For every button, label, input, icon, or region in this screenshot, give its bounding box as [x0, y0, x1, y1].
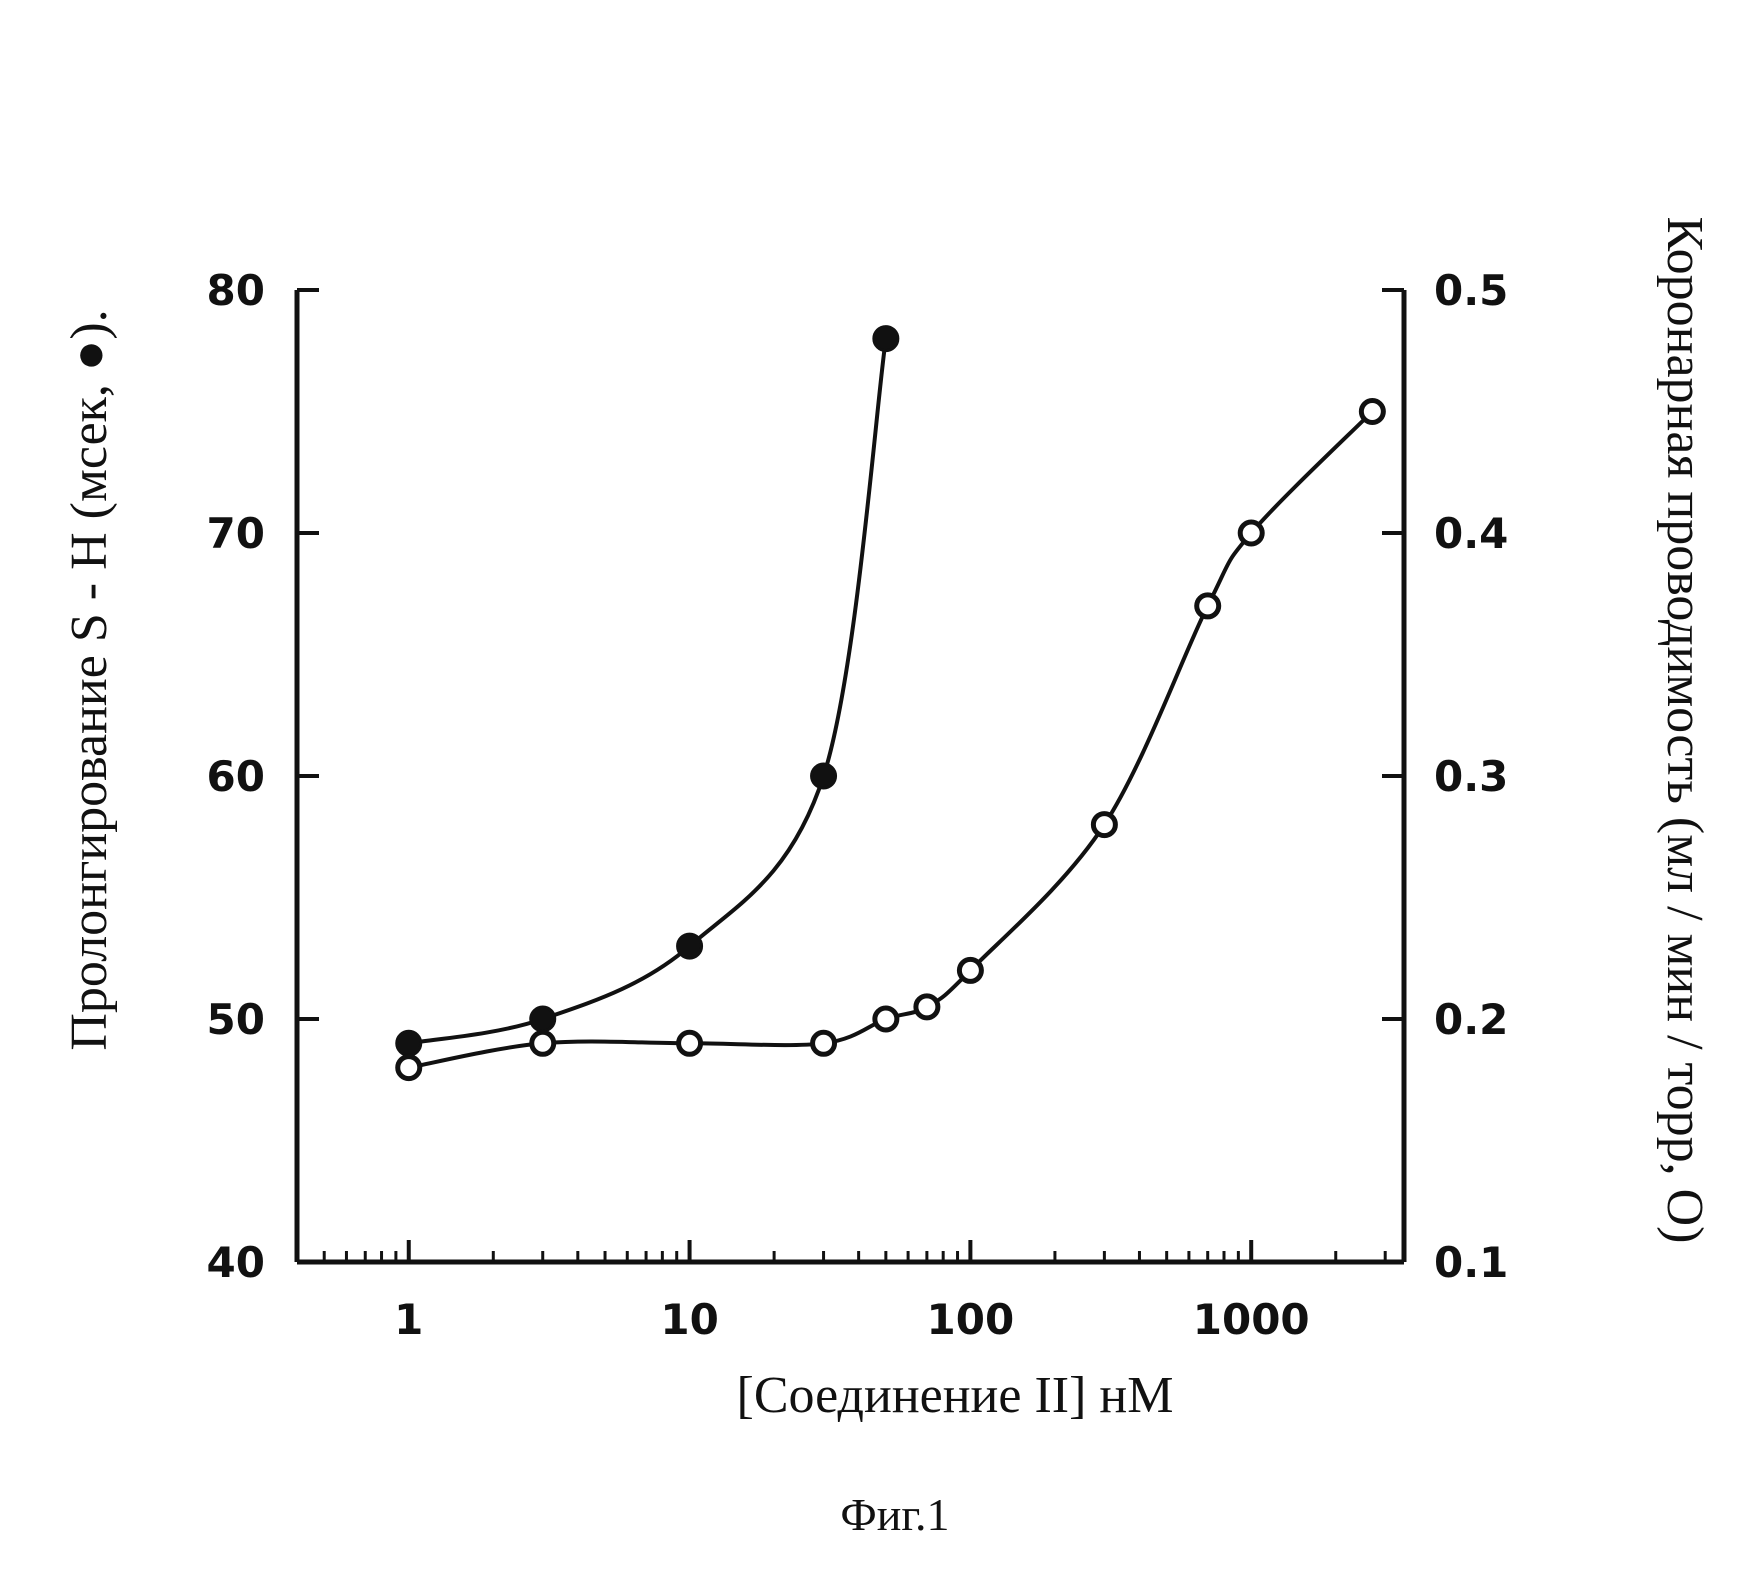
series-2-point: [1240, 522, 1262, 544]
y-left-tick-label: 50: [207, 995, 265, 1044]
series-2-point: [1197, 595, 1219, 617]
series-1-point: [531, 1007, 555, 1031]
y-left-tick-label: 70: [207, 509, 265, 558]
series-1-point: [397, 1031, 421, 1055]
y-right-tick-label: 0.4: [1434, 509, 1508, 558]
ticks: 1 10 100 1000 40 50 60 70 80 0.1 0.2 0.3 0.4 0.5: [207, 266, 1509, 1344]
y-axis-left-title: Пролонгирование S - H (мсек, ●).: [61, 309, 118, 1050]
series-2-point: [875, 1008, 897, 1030]
series-2-point: [1093, 814, 1115, 836]
x-tick-label: 100: [927, 1295, 1015, 1344]
series-2-point: [916, 996, 938, 1018]
series-1-line: [409, 339, 886, 1044]
y-right-tick-label: 0.2: [1434, 995, 1508, 1044]
series-2-point: [959, 959, 981, 981]
figure-caption: Фиг.1: [840, 1489, 949, 1540]
series-1-point: [874, 327, 898, 351]
series-2-point: [813, 1032, 835, 1054]
x-axis-title: [Соединение II] нМ: [737, 1367, 1174, 1424]
series: [397, 327, 1384, 1079]
axes: [297, 290, 1404, 1262]
y-left-tick-label: 40: [207, 1238, 265, 1287]
series-2-point: [1361, 401, 1383, 423]
y-left-tick-label: 80: [207, 266, 265, 315]
y-axis-right-title: Коронарная проводимость (мл / мин / торр…: [1656, 217, 1713, 1244]
y-left-tick-label: 60: [207, 752, 265, 801]
series-1-point: [678, 934, 702, 958]
series-1-point: [812, 764, 836, 788]
x-tick-label: 1: [394, 1295, 423, 1344]
y-right-tick-label: 0.5: [1434, 266, 1508, 315]
x-tick-label: 1000: [1193, 1295, 1310, 1344]
series-2-point: [532, 1032, 554, 1054]
series-2-point: [679, 1032, 701, 1054]
x-tick-label: 10: [660, 1295, 718, 1344]
series-2-line: [409, 412, 1373, 1068]
y-right-tick-label: 0.3: [1434, 752, 1508, 801]
series-2-point: [398, 1057, 420, 1079]
y-right-tick-label: 0.1: [1434, 1238, 1508, 1287]
